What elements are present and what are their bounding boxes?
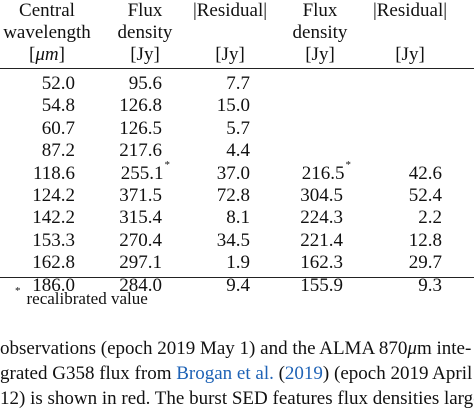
table-cell: 4.4 [226,140,250,162]
table-row: 60.7 126.5 5.7 [0,118,474,140]
header-flux-density-2: Flux density [Jy] [292,0,348,65]
header-rule [0,68,474,69]
table-cell: 371.5 [119,184,162,206]
header-residual-2: |Residual| [Jy] [372,0,448,65]
table-cell: 153.3 [32,229,75,251]
table-cell: 186.0 [32,274,75,296]
paragraph-line-3: 12) is shown in red. The burst SED featu… [0,388,474,409]
table-cell: 12.8 [408,229,442,251]
table-cell: 15.0 [216,95,250,117]
table-row: 186.0 284.0 9.4 155.9 9.3 [0,275,474,297]
table-cell: 126.8 [119,95,162,117]
table-row: 124.2 371.5 72.8 304.5 52.4 [0,185,474,207]
table-cell: 297.1 [119,252,162,274]
table-cell: 126.5 [119,117,162,139]
table-cell: 221.4 [300,229,343,251]
table-cell: 7.7 [226,73,250,94]
table-cell: 270.4 [119,229,162,251]
table-cell: 9.3 [418,274,442,296]
table-cell: 284.0 [119,274,162,296]
table-row: 153.3 270.4 34.5 221.4 12.8 [0,230,474,252]
table-cell: 155.9 [300,274,343,296]
table-cell: 29.7 [408,252,442,274]
table-cell: 87.2 [41,140,75,162]
footnote-mark: * [15,285,21,298]
table-cell: 216.5* [301,159,351,184]
table-cell: 9.4 [226,274,250,296]
table-row: 162.8 297.1 1.9 162.3 29.7 [0,252,474,274]
table-cell: 304.5 [300,184,343,206]
table-row: 118.6 255.1* 37.0 216.5* 42.6 [0,159,474,185]
citation-year-link[interactable]: 2019 [284,363,323,384]
header-unit-um: [μm] [29,44,65,65]
table-cell: 52.4 [408,184,442,206]
table-cell: 5.7 [226,117,250,139]
header-central-wavelength: Central wavelength [μm] [0,0,102,66]
table-cell: 217.6 [119,140,162,162]
table-cell: 42.6 [408,162,442,184]
table-cell: 162.8 [32,252,75,274]
table-cell: 52.0 [41,73,75,94]
header-flux-density-1: Flux density [Jy] [117,0,173,65]
recalibrated-mark: * [345,159,352,172]
table-cell: 162.3 [300,252,343,274]
table-body: 52.0 95.6 7.7 54.8 126.8 15.0 60.7 126.5 5.7 87.2… [0,73,474,297]
table-cell: 54.8 [41,95,75,117]
table-cell: 34.5 [216,229,250,251]
table-row: 52.0 95.6 7.7 [0,73,474,95]
table-cell: 315.4 [119,207,162,229]
table-cell: 124.2 [32,184,75,206]
footnote-text: recalibrated value [26,289,148,308]
bottom-rule [0,277,474,278]
table-cell: 1.9 [226,252,250,274]
recalibrated-mark: * [164,159,171,172]
table-cell: 37.0 [216,162,250,184]
table-cell: 142.2 [32,207,75,229]
table-row: 142.2 315.4 8.1 224.3 2.2 [0,207,474,229]
table-cell: 60.7 [41,117,75,139]
table-cell: 8.1 [226,207,250,229]
table-cell: 255.1* [120,159,170,184]
table-row: 54.8 126.8 15.0 [0,95,474,117]
table-cell: 2.2 [418,207,442,229]
table-footnote: * recalibrated value [14,286,148,309]
paragraph-line-1: observations (epoch 2019 May 1) and the … [0,338,472,359]
citation-link[interactable]: Brogan et al. [176,363,274,384]
table-cell: 118.6 [32,162,75,184]
table-cell: 224.3 [300,207,343,229]
paragraph-line-2: grated G358 flux from Brogan et al. (201… [0,363,473,384]
table-cell: 95.6 [128,73,162,94]
table-row: 87.2 217.6 4.4 [0,140,474,162]
header-residual-1: |Residual| [Jy] [192,0,268,65]
table-cell: 72.8 [216,184,250,206]
